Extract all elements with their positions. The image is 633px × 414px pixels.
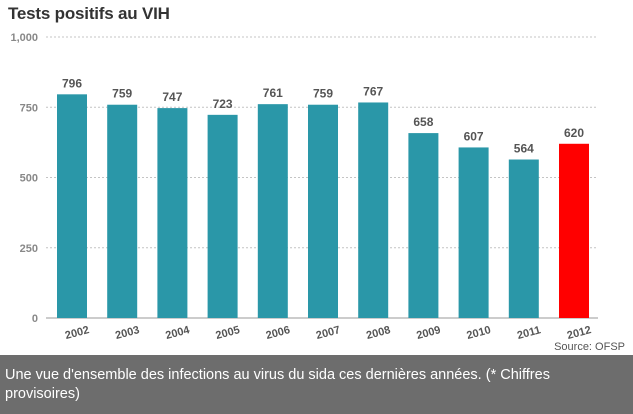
bar-2002 (57, 94, 87, 318)
data-label-2009: 658 (413, 115, 433, 129)
y-tick-label: 750 (20, 102, 38, 114)
bar-chart: 0 250 500 750 1,000 796 759 747 723 761 759 767 658… (10, 32, 598, 342)
data-label-2007: 759 (313, 87, 333, 101)
x-tick-label-2012: 2012 (566, 324, 593, 342)
bar-2004 (157, 108, 188, 318)
x-tick-label-2010: 2010 (465, 324, 492, 342)
data-label-2008: 767 (363, 84, 383, 98)
data-label-2004: 747 (162, 90, 182, 104)
data-label-2012: 620 (564, 126, 584, 140)
y-tick-label: 0 (32, 313, 38, 325)
x-tick-label-2005: 2005 (214, 324, 241, 342)
bar-2008 (358, 102, 389, 319)
bar-2010 (458, 147, 489, 318)
chart-title: Tests positifs au VIH (8, 4, 170, 23)
caption-bar: Une vue d'ensemble des infections au vir… (0, 355, 633, 414)
data-label-2005: 723 (213, 97, 233, 111)
source-note: Source: OFSP (554, 341, 625, 353)
x-tick-label-2008: 2008 (365, 324, 392, 342)
y-tick-label: 1,000 (10, 32, 38, 44)
x-tick-label-2009: 2009 (415, 324, 442, 342)
x-tick-label-2002: 2002 (64, 324, 91, 342)
data-label-2003: 759 (112, 87, 132, 101)
bars (57, 94, 589, 319)
x-tick-label-2003: 2003 (114, 324, 141, 342)
data-label-2006: 761 (263, 86, 283, 100)
x-axis-ticks: 2002 2003 2004 2005 2006 2007 2008 2009 2010 2011… (64, 324, 593, 342)
bar-2012 (559, 143, 589, 318)
x-tick-label-2007: 2007 (315, 324, 342, 342)
x-tick-label-2011: 2011 (516, 324, 542, 342)
bar-2007 (308, 104, 338, 318)
data-label-2011: 564 (514, 142, 534, 156)
bar-2011 (508, 159, 539, 318)
y-tick-label: 500 (20, 173, 38, 185)
x-tick-label-2004: 2004 (164, 324, 192, 342)
bar-2009 (408, 133, 439, 318)
data-label-2002: 796 (62, 76, 82, 90)
caption-text: Une vue d'ensemble des infections au vir… (5, 367, 550, 402)
x-tick-label-2006: 2006 (265, 324, 292, 342)
bar-2006 (257, 104, 288, 318)
data-labels: 796 759 747 723 761 759 767 658 607 564 620 (62, 76, 584, 155)
bar-2005 (207, 114, 238, 318)
data-label-2010: 607 (464, 129, 484, 143)
y-tick-label: 250 (20, 243, 38, 255)
y-axis-ticks: 0 250 500 750 1,000 (10, 32, 38, 325)
bar-2003 (107, 104, 138, 318)
